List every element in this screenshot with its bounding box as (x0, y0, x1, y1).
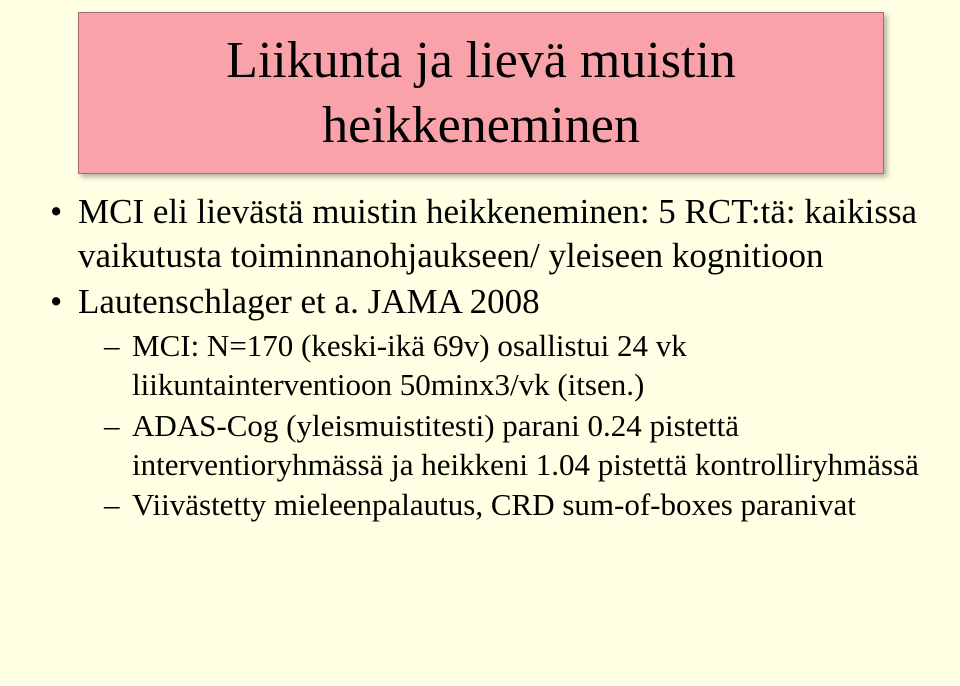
list-item: MCI eli lievästä muistin heikkeneminen: … (50, 190, 920, 278)
list-item: ADAS-Cog (yleismuistitesti) parani 0.24 … (104, 407, 920, 485)
sub-bullet-text: MCI: N=170 (keski-ikä 69v) osallistui 24… (132, 328, 687, 402)
bullet-text: Lautenschlager et a. JAMA 2008 (78, 282, 540, 321)
list-item: MCI: N=170 (keski-ikä 69v) osallistui 24… (104, 327, 920, 405)
slide-title: Liikunta ja lievä muistin heikkeneminen (79, 28, 883, 158)
bullet-text: MCI eli lievästä muistin heikkeneminen: … (78, 192, 917, 275)
list-item: Viivästetty mieleenpalautus, CRD sum-of-… (104, 486, 920, 525)
content-area: MCI eli lievästä muistin heikkeneminen: … (50, 190, 920, 527)
sub-bullet-text: Viivästetty mieleenpalautus, CRD sum-of-… (132, 487, 856, 522)
sub-bullet-list: MCI: N=170 (keski-ikä 69v) osallistui 24… (104, 327, 920, 525)
slide: Liikunta ja lievä muistin heikkeneminen … (0, 0, 960, 686)
bullet-list: MCI eli lievästä muistin heikkeneminen: … (50, 190, 920, 525)
list-item: Lautenschlager et a. JAMA 2008 MCI: N=17… (50, 280, 920, 526)
title-block: Liikunta ja lievä muistin heikkeneminen (78, 12, 884, 174)
sub-bullet-text: ADAS-Cog (yleismuistitesti) parani 0.24 … (132, 408, 919, 482)
